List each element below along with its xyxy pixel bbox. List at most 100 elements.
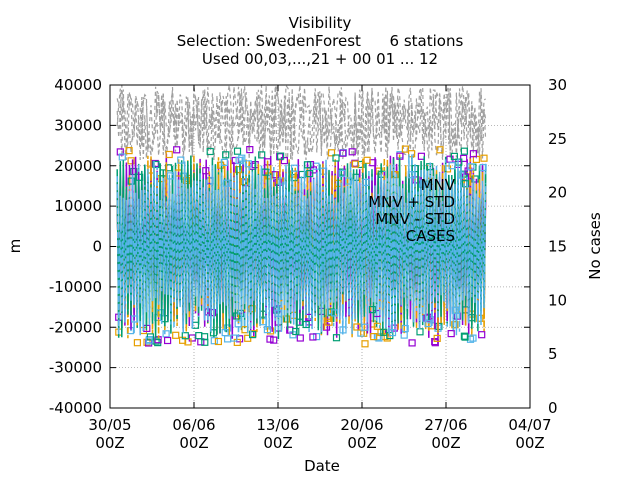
data-point-marker	[332, 154, 340, 162]
data-point-marker	[223, 179, 231, 187]
data-point-marker	[236, 335, 244, 343]
y2-tick-label: 10	[548, 291, 567, 309]
data-point-marker	[233, 147, 242, 155]
data-point-marker	[448, 162, 456, 170]
y-tick-label: -30000	[49, 359, 102, 377]
data-point-marker	[195, 332, 203, 340]
data-point-marker	[173, 146, 181, 154]
data-point-marker	[233, 312, 241, 320]
data-point-marker	[270, 336, 278, 344]
chart-title-line-2: Selection: SwedenForest 6 stations	[176, 32, 464, 50]
data-point-marker	[373, 333, 381, 341]
legend-entry-label: CASES	[406, 227, 455, 245]
data-point-marker	[451, 321, 459, 329]
data-point-marker	[280, 157, 288, 165]
data-point-marker	[282, 315, 291, 323]
data-point-marker	[145, 337, 153, 345]
data-point-marker	[261, 168, 269, 176]
data-point-marker	[222, 151, 230, 159]
data-point-marker	[380, 328, 388, 336]
data-point-marker	[125, 147, 133, 155]
data-point-marker	[248, 305, 256, 313]
data-point-marker	[362, 178, 370, 186]
data-point-marker	[166, 172, 174, 180]
data-point-marker	[325, 318, 333, 326]
y2-tick-label: 15	[548, 238, 567, 256]
data-point-marker	[457, 171, 465, 179]
data-point-marker	[224, 335, 232, 343]
x-tick-label-hour: 00Z	[95, 434, 124, 452]
data-point-marker	[265, 172, 273, 180]
y2-tick-label: 25	[548, 130, 567, 148]
data-point-marker	[480, 154, 488, 162]
data-point-marker	[296, 334, 304, 342]
data-point-marker	[131, 315, 139, 323]
data-point-marker	[460, 332, 468, 340]
y-tick-label: 30000	[54, 116, 102, 134]
data-point-marker	[118, 153, 126, 161]
data-point-marker	[353, 323, 361, 331]
data-point-marker	[368, 306, 377, 314]
data-layer	[115, 84, 488, 348]
data-point-marker	[220, 158, 228, 166]
data-point-marker	[460, 154, 468, 162]
data-point-marker	[208, 309, 216, 317]
data-point-marker	[214, 337, 222, 346]
data-point-marker	[209, 329, 218, 337]
data-point-marker	[344, 177, 353, 185]
y-tick-label: 10000	[54, 197, 102, 215]
y2-axis-label: No cases	[586, 212, 604, 280]
data-point-marker	[291, 164, 299, 172]
data-point-marker	[151, 159, 159, 168]
data-point-marker	[133, 339, 141, 347]
data-point-marker	[416, 328, 424, 336]
data-point-marker	[460, 147, 468, 155]
data-series-line	[116, 158, 487, 338]
data-point-marker	[127, 157, 135, 165]
data-point-marker	[240, 178, 248, 186]
data-point-marker	[302, 320, 310, 329]
x-tick-label-date: 06/06	[172, 416, 215, 434]
x-tick-label-date: 20/06	[340, 416, 383, 434]
data-point-marker	[304, 161, 312, 169]
x-tick-label-hour: 00Z	[179, 434, 208, 452]
y2-tick-label: 0	[548, 399, 558, 417]
data-point-marker	[479, 164, 487, 172]
cases-grey-series	[116, 85, 486, 161]
chart-title-line-1: Visibility	[288, 14, 352, 32]
data-point-marker	[164, 336, 172, 345]
legend-entry-label: MNV	[421, 176, 456, 194]
data-point-marker	[407, 171, 415, 179]
data-point-marker	[165, 150, 173, 159]
data-point-marker	[412, 176, 420, 184]
data-point-marker	[363, 156, 371, 164]
chart-title-line-3: Used 00,03,...,21 + 00 01 ... 12	[201, 50, 439, 68]
data-point-marker	[478, 331, 486, 339]
data-point-marker	[424, 320, 432, 328]
data-point-marker	[309, 333, 317, 341]
data-point-marker	[339, 326, 347, 334]
x-tick-label-hour: 00Z	[431, 434, 460, 452]
data-point-marker	[266, 335, 274, 343]
data-point-marker	[183, 176, 191, 185]
data-point-marker	[401, 145, 409, 153]
data-point-marker	[388, 329, 397, 337]
y-axis-label: m	[6, 239, 24, 254]
y-tick-label: 20000	[54, 157, 102, 175]
data-point-marker	[332, 334, 341, 342]
x-axis-label: Date	[304, 457, 340, 475]
data-point-marker	[181, 332, 189, 340]
data-point-marker	[433, 334, 441, 342]
data-point-marker	[244, 334, 252, 342]
data-point-marker	[188, 334, 196, 342]
data-point-marker	[451, 306, 459, 314]
data-point-marker	[274, 309, 282, 317]
data-point-marker	[244, 160, 252, 168]
data-point-marker	[116, 148, 124, 156]
data-point-marker	[338, 169, 346, 177]
x-tick-label-date: 13/06	[256, 416, 299, 434]
data-point-marker	[313, 333, 321, 341]
data-point-marker	[391, 171, 399, 179]
data-point-marker	[249, 331, 257, 339]
